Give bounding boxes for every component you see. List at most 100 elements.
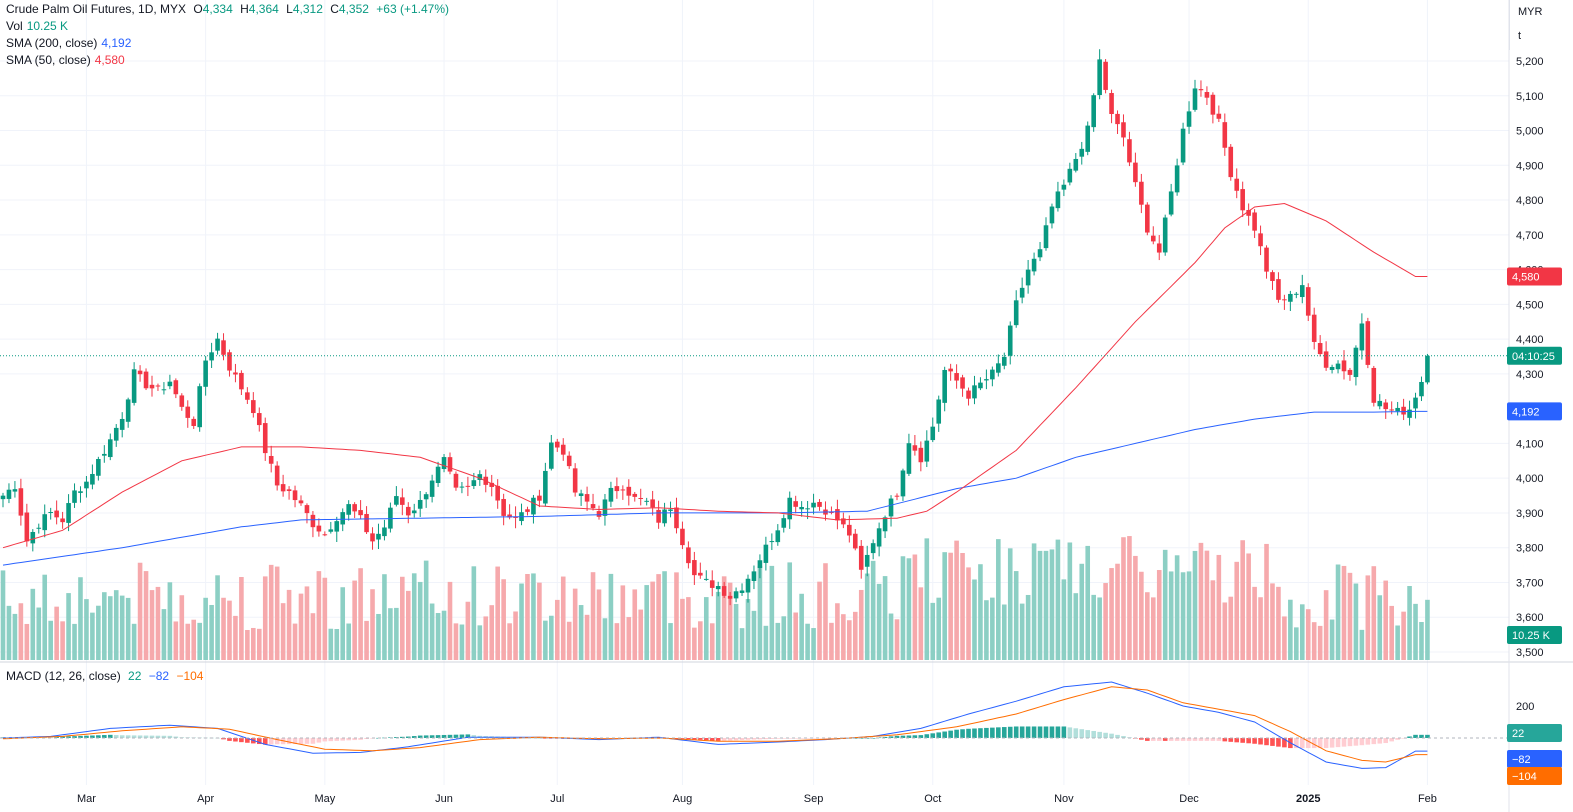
volume-bar: [686, 597, 691, 660]
volume-bar: [537, 582, 542, 660]
volume-tag: 10.25 K: [1512, 630, 1551, 642]
macd-histogram-bar: [942, 731, 947, 738]
volume-bar: [990, 597, 995, 660]
candle-body: [692, 560, 697, 576]
macd-histogram-bar: [703, 738, 709, 741]
candle-body: [829, 511, 834, 513]
volume-bar: [1216, 554, 1222, 660]
candle-body: [698, 572, 703, 576]
y-tick-label: 4,000: [1516, 473, 1544, 485]
volume-bar: [1210, 580, 1216, 660]
volume-bar: [1228, 596, 1234, 660]
candle-body: [239, 372, 244, 390]
candle-body: [1288, 293, 1293, 302]
candle-body: [954, 373, 959, 381]
candle-body: [1067, 168, 1073, 183]
candle-body: [256, 413, 262, 426]
macd-histogram-bar: [1031, 726, 1037, 738]
x-tick-label: Apr: [197, 793, 214, 805]
volume-bar: [1222, 602, 1228, 660]
macd-histogram-bar: [1037, 726, 1043, 738]
volume-bar: [638, 609, 644, 660]
candle-body: [274, 465, 280, 486]
macd-histogram-bar: [471, 735, 477, 738]
volume-bar: [435, 613, 441, 660]
candle-body: [245, 392, 250, 400]
sma200-tag-bg: [1507, 402, 1562, 421]
candle-body: [572, 468, 578, 493]
candle-body: [370, 533, 375, 542]
volume-bar: [18, 603, 24, 660]
volume-bar: [1377, 595, 1383, 660]
candle-body: [1049, 206, 1055, 224]
volume-bar: [42, 574, 48, 660]
candle-body: [143, 371, 149, 389]
volume-bar: [417, 581, 423, 660]
candle-body: [107, 439, 113, 458]
sma200-line: [2, 410, 1428, 566]
volume-bar: [262, 576, 268, 660]
macd-histogram-bar: [531, 737, 536, 739]
macd-histogram-bar: [888, 736, 894, 738]
y-tick-label: 5,200: [1516, 56, 1544, 68]
macd-histogram-bar: [1341, 738, 1347, 747]
macd-histogram-bar: [239, 738, 244, 743]
x-tick-label: Jul: [550, 793, 564, 805]
volume-bar: [72, 623, 77, 660]
volume-bar: [1127, 536, 1132, 660]
volume-bar: [60, 621, 65, 660]
volume-bar: [966, 567, 971, 660]
candle-body: [1371, 367, 1377, 403]
macd-histogram-bar: [1061, 726, 1067, 738]
candle-body: [328, 529, 334, 532]
volume-bar: [721, 576, 727, 660]
x-tick-label: Dec: [1179, 793, 1199, 805]
candle-body: [686, 547, 691, 564]
macd-histogram-bar: [107, 734, 113, 738]
volume-bar: [698, 621, 703, 660]
macd-tag-bg: [1507, 750, 1562, 768]
volume-bar: [1413, 603, 1418, 660]
volume-bar: [48, 620, 53, 660]
volume-bar: [388, 608, 393, 660]
macd-histogram-bar: [543, 738, 548, 739]
candle-body: [841, 518, 846, 525]
volume-bar: [185, 623, 191, 660]
volume-bar: [1407, 586, 1412, 660]
macd-histogram-bar: [769, 738, 775, 739]
macd-histogram-bar: [1389, 738, 1394, 742]
macd-histogram-bar: [1210, 738, 1216, 741]
high-label: H: [240, 2, 249, 16]
scale-units[interactable]: MYR t: [1509, 0, 1573, 50]
candle-body: [727, 595, 733, 599]
candle-body: [1013, 300, 1019, 326]
candle-body: [215, 338, 220, 351]
volume-bar: [143, 571, 149, 660]
macd-histogram-bar: [1395, 738, 1400, 740]
candle-body: [417, 499, 423, 509]
x-tick-label: Sep: [804, 793, 824, 805]
macd-histogram-bar: [405, 736, 411, 738]
macd-histogram-bar: [125, 735, 131, 738]
last-price-tag: 04:10:25: [1512, 351, 1555, 363]
volume-bar: [1019, 603, 1025, 660]
candle-body: [739, 590, 745, 593]
volume-bar: [483, 616, 489, 660]
candle-body: [30, 531, 36, 544]
candle-body: [1109, 93, 1114, 115]
volume-bar: [1192, 550, 1198, 660]
candle-body: [942, 369, 947, 403]
macd-histogram-bar: [918, 735, 924, 738]
macd-histogram-bar: [400, 736, 405, 738]
volume-bar: [239, 577, 244, 660]
candle-body: [1353, 347, 1359, 378]
candle-body: [1043, 225, 1049, 249]
candle-body: [310, 514, 316, 528]
volume-bar: [1186, 571, 1192, 660]
candle-body: [268, 455, 274, 464]
candle-body: [787, 497, 793, 520]
macd-histogram-bar: [66, 736, 71, 738]
volume-bar: [960, 553, 965, 660]
volume-bar: [882, 576, 888, 660]
